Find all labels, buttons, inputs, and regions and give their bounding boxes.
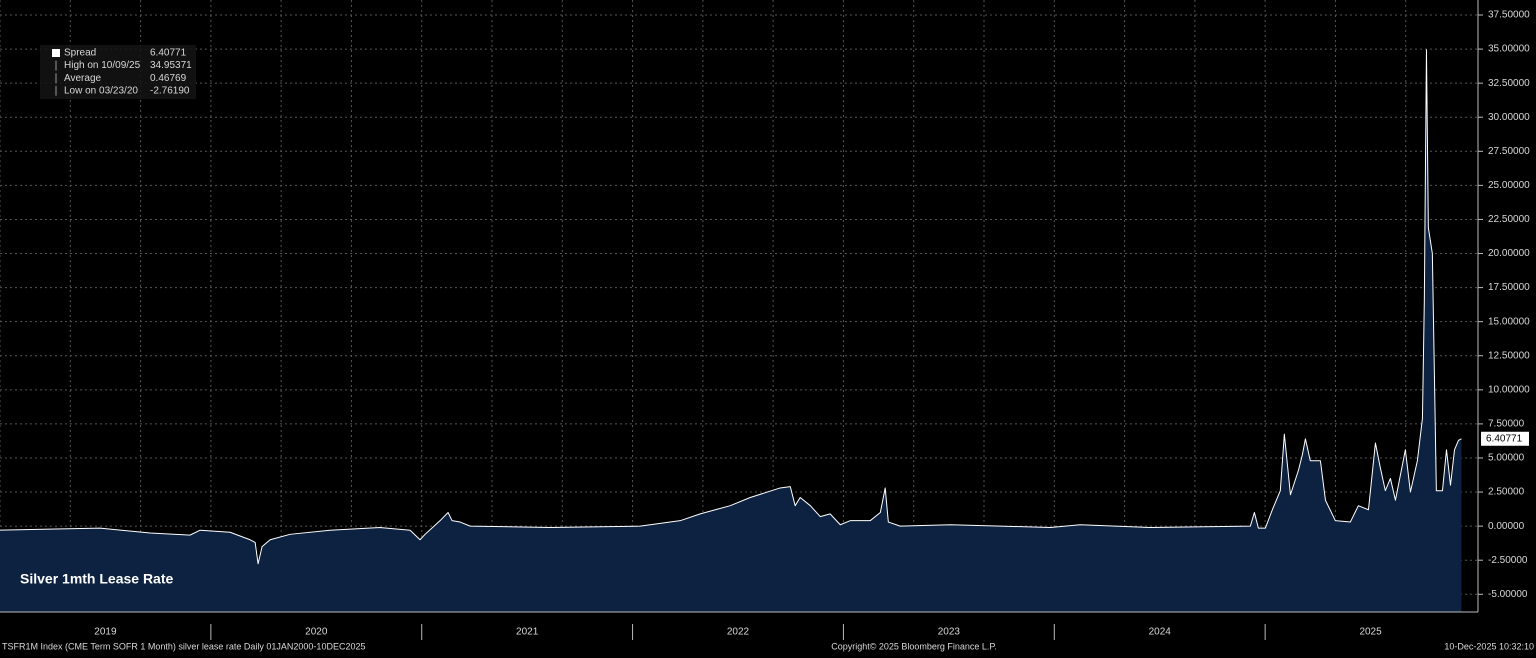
y-tick-label: 5.00000 (1488, 453, 1525, 464)
footer-timestamp: 10-Dec-2025 10:32:10 (1444, 641, 1534, 651)
x-tick-label: 2025 (1359, 627, 1382, 638)
y-tick-label: 12.50000 (1488, 350, 1530, 361)
area (0, 49, 1462, 612)
y-tick-label: 25.00000 (1488, 180, 1530, 191)
x-tick-label: 2019 (94, 627, 117, 638)
line (0, 49, 1462, 565)
legend-label: Average (64, 73, 102, 84)
x-tick-label: 2023 (938, 627, 961, 638)
x-tick-label: 2022 (727, 627, 750, 638)
y-tick-label: 20.00000 (1488, 248, 1530, 259)
grid (0, 0, 1478, 612)
legend: Spread 6.40771 High on 10/09/25 34.95371 Ave… (52, 48, 192, 96)
y-tick-label: 10.00000 (1488, 384, 1530, 395)
y-tick-label: 37.50000 (1488, 10, 1530, 21)
legend-label: High on 10/09/25 (64, 60, 141, 71)
y-tick-label: 17.50000 (1488, 282, 1530, 293)
y-tick-label: 0.00000 (1488, 521, 1525, 532)
y-tick-label: 2.50000 (1488, 487, 1525, 498)
y-tick-label: 22.50000 (1488, 214, 1530, 225)
chart-title: Silver 1mth Lease Rate (20, 571, 174, 587)
legend-value: -2.76190 (150, 85, 190, 96)
legend-value: 34.95371 (150, 60, 192, 71)
y-tick-label: 15.00000 (1488, 316, 1530, 327)
x-tick-label: 2021 (516, 627, 539, 638)
y-tick-label: 35.00000 (1488, 44, 1530, 55)
legend-label: Low on 03/23/20 (64, 85, 138, 96)
x-tick-label: 2024 (1149, 627, 1172, 638)
footer-source: TSFR1M Index (CME Term SOFR 1 Month) sil… (2, 641, 365, 651)
legend-label: Spread (64, 48, 96, 59)
legend-box (40, 45, 196, 99)
legend-value: 6.40771 (150, 48, 187, 59)
legend-swatch (52, 49, 60, 57)
x-tick-label: 2020 (305, 627, 328, 638)
y-tick-label: -5.00000 (1488, 589, 1528, 600)
axes: -5.00000 -2.50000 0.00000 2.50000 5.00000 7.5… (94, 10, 1530, 640)
y-tick-label: 7.50000 (1488, 419, 1525, 430)
last-value-label: 6.40771 (1486, 433, 1523, 444)
plot (0, 49, 1462, 612)
y-tick-label: -2.50000 (1488, 555, 1528, 566)
y-tick-label: 32.50000 (1488, 78, 1530, 89)
y-tick-label: 30.00000 (1488, 112, 1530, 123)
legend-value: 0.46769 (150, 73, 187, 84)
y-tick-label: 27.50000 (1488, 146, 1530, 157)
footer-copyright: Copyright© 2025 Bloomberg Finance L.P. (831, 641, 997, 651)
last-value-box (1481, 431, 1529, 446)
